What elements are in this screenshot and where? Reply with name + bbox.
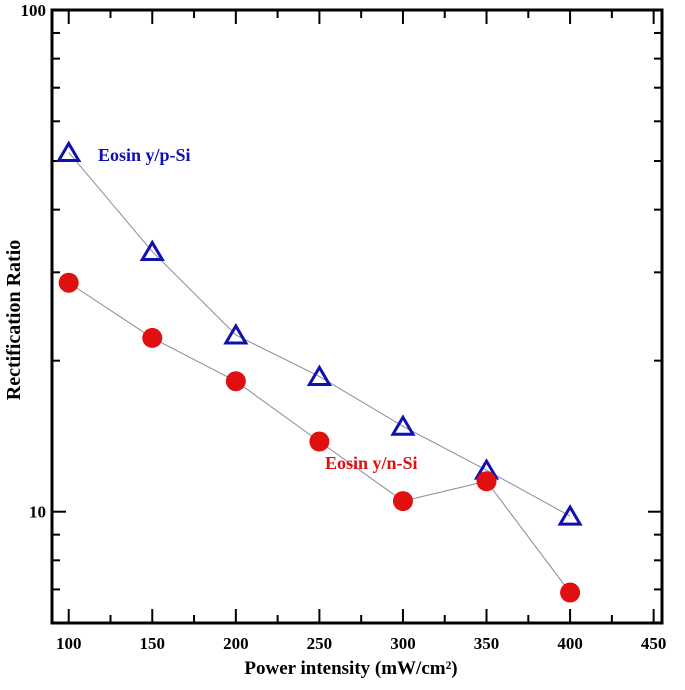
data-point-circle (142, 327, 163, 348)
x-tick-label: 200 (223, 634, 249, 653)
series-label-p-si: Eosin y/p-Si (98, 145, 191, 165)
data-point-triangle (306, 364, 333, 386)
data-point-circle (476, 471, 497, 492)
data-point-circle (58, 272, 79, 293)
data-point-triangle (390, 414, 416, 436)
x-axis-label: Power intensity (mW/cm²) (244, 658, 457, 679)
data-point-circle (225, 371, 246, 392)
x-tick-label: 400 (557, 634, 583, 653)
x-tick-label: 350 (474, 634, 500, 653)
data-point-circle (560, 582, 581, 603)
data-point-triangle (56, 140, 82, 162)
y-tick-label: 100 (21, 1, 47, 20)
data-point-circle (392, 491, 413, 512)
data-point-circle (309, 431, 330, 452)
y-tick-label: 10 (29, 503, 46, 522)
data-point-triangle (139, 239, 165, 262)
x-tick-label: 300 (390, 634, 416, 653)
data-point-triangle (223, 323, 249, 345)
x-tick-label: 450 (641, 634, 667, 653)
plot-frame (50, 8, 664, 625)
series-line-1 (68, 152, 571, 517)
x-tick-label: 100 (56, 634, 82, 653)
x-tick-label: 150 (140, 634, 166, 653)
y-axis-label: Rectification Ratio (3, 240, 25, 401)
data-point-triangle (557, 504, 583, 526)
series-label-n-si: Eosin y/n-Si (325, 453, 418, 473)
x-tick-label: 250 (307, 634, 333, 653)
